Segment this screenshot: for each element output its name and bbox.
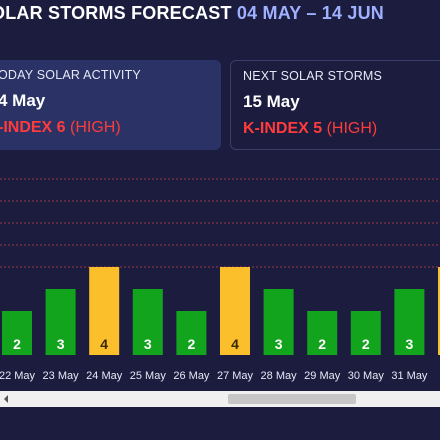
today-activity-card: ODAY SOLAR ACTIVITY 4 May -INDEX 6 (HIGH… [0, 60, 221, 150]
bar-value-label: 3 [275, 336, 283, 352]
kindex-bar-chart: 2 22 May 3 23 May 4 24 May 3 25 May 2 26 May 4 27 M… [0, 178, 440, 382]
bar-11[interactable] [438, 267, 440, 355]
x-tick-label: 25 May [130, 370, 167, 382]
x-tick-label: 29 May [304, 370, 341, 382]
bar-4[interactable] [132, 289, 163, 355]
today-kindex: -INDEX 6 (HIGH) [0, 119, 209, 137]
bar-2[interactable] [45, 289, 76, 355]
next-kindex-level: (HIGH) [326, 120, 378, 137]
bar-1[interactable] [2, 311, 32, 355]
chart-horizontal-scrollbar[interactable] [0, 391, 440, 407]
today-card-date: 4 May [0, 91, 46, 110]
bar-3[interactable] [89, 267, 120, 355]
x-tick-label: 24 May [86, 370, 123, 382]
next-kindex-value: K-INDEX 5 [243, 120, 323, 137]
bar-value-label: 2 [13, 336, 21, 352]
bar-value-label: 4 [100, 336, 108, 352]
x-tick-label: 23 May [43, 370, 80, 382]
bar-value-label: 2 [362, 336, 370, 352]
next-kindex: K-INDEX 5 (HIGH) [243, 120, 440, 138]
x-tick-label: 28 May [261, 370, 298, 382]
bar-value-label: 4 [231, 336, 239, 352]
today-kindex-value: -INDEX 6 [0, 119, 66, 136]
next-storms-card: NEXT SOLAR STORMS 15 May K-INDEX 5 (HIGH… [230, 60, 440, 150]
today-card-label: ODAY SOLAR ACTIVITY [0, 68, 141, 82]
today-kindex-level: (HIGH) [70, 119, 121, 136]
bar-9[interactable] [350, 311, 381, 355]
bar-10[interactable] [394, 289, 425, 355]
bar-value-label: 2 [318, 336, 326, 352]
bar-8[interactable] [307, 311, 338, 355]
bar-5[interactable] [176, 311, 207, 355]
x-tick-label: 22 May [0, 370, 36, 382]
title-text: OLAR STORMS FORECAST [0, 3, 232, 23]
next-card-label: NEXT SOLAR STORMS [243, 69, 383, 83]
scrollbar-thumb[interactable] [228, 394, 356, 404]
x-tick-label: 26 May [173, 370, 210, 382]
next-card-date: 15 May [243, 92, 300, 111]
scroll-left-arrow-icon[interactable] [4, 395, 8, 403]
bar-6[interactable] [220, 267, 250, 355]
x-tick-label: 31 May [391, 370, 428, 382]
x-tick-label: 30 May [348, 370, 385, 382]
bar-value-label: 3 [57, 336, 65, 352]
x-tick-label: 27 May [217, 370, 254, 382]
bar-value-label: 3 [144, 336, 152, 352]
bar-value-label: 3 [406, 336, 414, 352]
page-title: OLAR STORMS FORECAST 04 MAY – 14 JUN [0, 3, 384, 24]
date-range: 04 MAY – 14 JUN [236, 3, 384, 23]
bar-value-label: 2 [188, 336, 196, 352]
bar-7[interactable] [263, 289, 294, 355]
